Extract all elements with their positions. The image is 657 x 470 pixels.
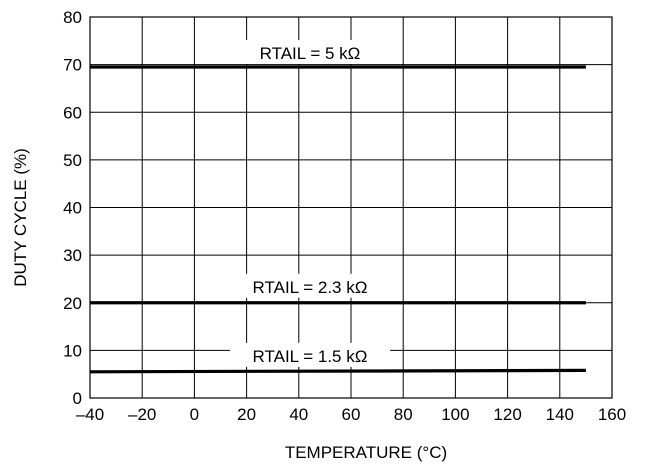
y-tick-label: 40 xyxy=(63,199,82,218)
y-axis-title: DUTY CYCLE (%) xyxy=(11,148,30,287)
x-tick-label: –40 xyxy=(76,405,104,424)
series-label-background xyxy=(230,273,390,298)
x-tick-label: 0 xyxy=(190,405,199,424)
series-label: RTAIL = 1.5 kΩ xyxy=(253,347,368,366)
x-tick-label: 100 xyxy=(441,405,469,424)
y-tick-label: 20 xyxy=(63,294,82,313)
x-tick-label: 60 xyxy=(342,405,361,424)
x-tick-label: –20 xyxy=(128,405,156,424)
series-label-background xyxy=(230,342,390,367)
x-tick-label: 140 xyxy=(546,405,574,424)
x-tick-label: 120 xyxy=(493,405,521,424)
y-tick-labels: 0 10 20 30 40 50 60 70 80 xyxy=(63,8,82,408)
series-label: RTAIL = 2.3 kΩ xyxy=(253,278,368,297)
y-tick-label: 50 xyxy=(63,151,82,170)
series-label: RTAIL = 5 kΩ xyxy=(260,44,361,63)
series-line xyxy=(89,368,586,374)
y-tick-label: 60 xyxy=(63,103,82,122)
y-tick-label: 80 xyxy=(63,8,82,27)
y-tick-label: 0 xyxy=(73,389,82,408)
x-tick-label: 160 xyxy=(598,405,626,424)
x-tick-label: 80 xyxy=(394,405,413,424)
grid xyxy=(89,16,613,399)
x-tick-labels: –40 –20 0 20 40 60 80 100 120 140 160 xyxy=(76,405,626,424)
x-tick-label: 20 xyxy=(237,405,256,424)
y-tick-label: 10 xyxy=(63,341,82,360)
y-tick-label: 70 xyxy=(63,56,82,75)
series-layer: RTAIL = 5 kΩ RTAIL = 2.3 kΩ RTAIL = 1.5 kΩ xyxy=(89,40,586,374)
y-tick-label: 30 xyxy=(63,246,82,265)
x-axis-title: TEMPERATURE (°C) xyxy=(285,443,447,462)
plot-frame xyxy=(89,16,613,399)
x-tick-label: 40 xyxy=(289,405,308,424)
series-label-background xyxy=(230,40,390,65)
